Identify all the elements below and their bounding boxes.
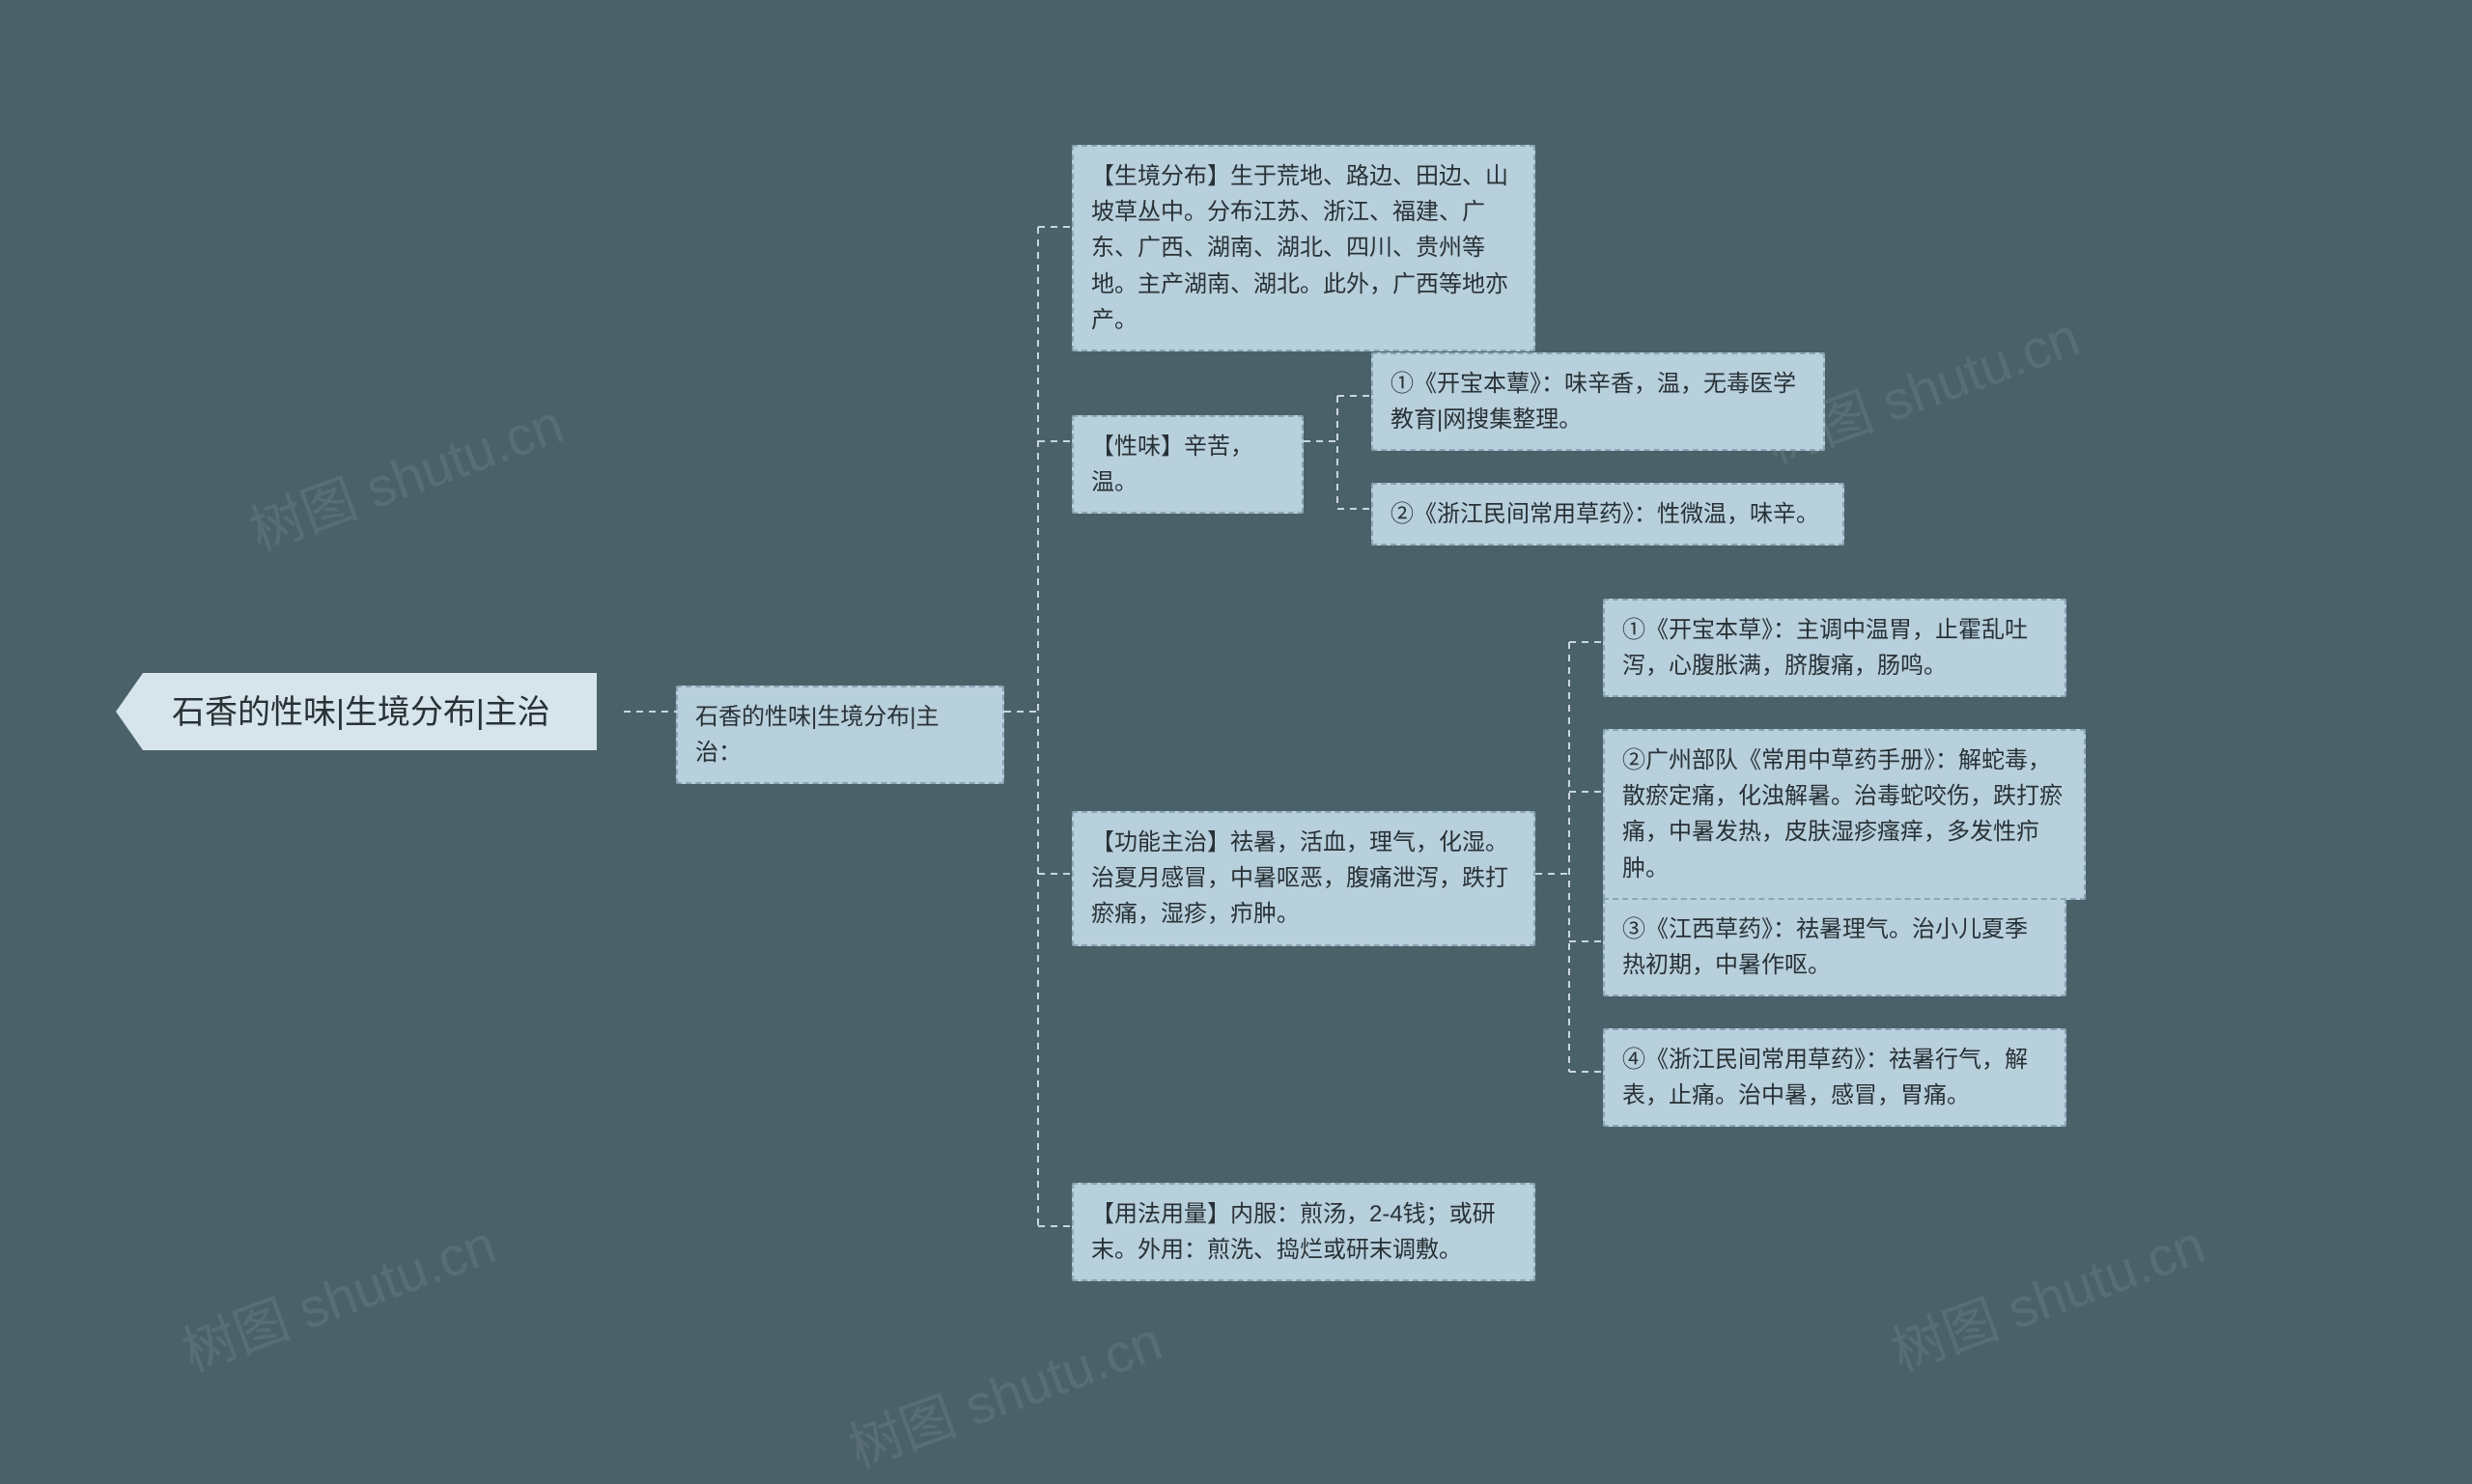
gongneng-child-4-label: ④《浙江民间常用草药》：祛暑行气，解表，止痛。治中暑，感冒，胃痛。 [1622,1047,2028,1108]
xingwei-child-2[interactable]: ②《浙江民间常用草药》：性微温，味辛。 [1371,483,1844,546]
yongfa-node[interactable]: 【用法用量】内服：煎汤，2-4钱；或研末。外用：煎洗、捣烂或研末调敷。 [1072,1183,1535,1281]
level1-label: 石香的性味|生境分布|主治： [695,704,939,766]
gongneng-child-3[interactable]: ③《江西草药》：祛暑理气。治小儿夏季热初期，中暑作呕。 [1603,898,2066,996]
xingwei-child-1-label: ①《开宝本蕈》：味辛香，温，无毒医学教育|网搜集整理。 [1390,371,1796,433]
gongneng-child-1[interactable]: ①《开宝本草》：主调中温胃，止霍乱吐泻，心腹胀满，脐腹痛，肠鸣。 [1603,599,2066,697]
xingwei-label: 【性味】辛苦，温。 [1091,434,1253,495]
gongneng-child-2[interactable]: ②广州部队《常用中草药手册》：解蛇毒，散瘀定痛，化浊解暑。治毒蛇咬伤，跌打瘀痛，… [1603,729,2086,900]
watermark: 树图 shutu.cn [170,1201,505,1386]
root-label: 石香的性味|生境分布|主治 [172,694,550,731]
yongfa-label: 【用法用量】内服：煎汤，2-4钱；或研末。外用：煎洗、捣烂或研末调敷。 [1091,1201,1496,1263]
gongneng-child-2-label: ②广州部队《常用中草药手册》：解蛇毒，散瘀定痛，化浊解暑。治毒蛇咬伤，跌打瘀痛，… [1622,747,2063,882]
gongneng-label: 【功能主治】祛暑，活血，理气，化湿。治夏月感冒，中暑呕恶，腹痛泄泻，跌打瘀痛，湿… [1091,829,1508,927]
gongneng-child-4[interactable]: ④《浙江民间常用草药》：祛暑行气，解表，止痛。治中暑，感冒，胃痛。 [1603,1028,2066,1127]
xingwei-node[interactable]: 【性味】辛苦，温。 [1072,415,1304,514]
watermark: 树图 shutu.cn [238,380,573,566]
xingwei-child-1[interactable]: ①《开宝本蕈》：味辛香，温，无毒医学教育|网搜集整理。 [1371,352,1825,451]
watermark: 树图 shutu.cn [836,1298,1171,1483]
xingwei-child-2-label: ②《浙江民间常用草药》：性微温，味辛。 [1390,501,1819,527]
watermark: 树图 shutu.cn [1879,1201,2214,1386]
level1-node[interactable]: 石香的性味|生境分布|主治： [676,686,1004,784]
habitat-node[interactable]: 【生境分布】生于荒地、路边、田边、山坡草丛中。分布江苏、浙江、福建、广东、广西、… [1072,145,1535,351]
gongneng-child-3-label: ③《江西草药》：祛暑理气。治小儿夏季热初期，中暑作呕。 [1622,916,2028,978]
gongneng-node[interactable]: 【功能主治】祛暑，活血，理气，化湿。治夏月感冒，中暑呕恶，腹痛泄泻，跌打瘀痛，湿… [1072,811,1535,946]
gongneng-child-1-label: ①《开宝本草》：主调中温胃，止霍乱吐泻，心腹胀满，脐腹痛，肠鸣。 [1622,617,2028,679]
habitat-label: 【生境分布】生于荒地、路边、田边、山坡草丛中。分布江苏、浙江、福建、广东、广西、… [1091,163,1508,333]
